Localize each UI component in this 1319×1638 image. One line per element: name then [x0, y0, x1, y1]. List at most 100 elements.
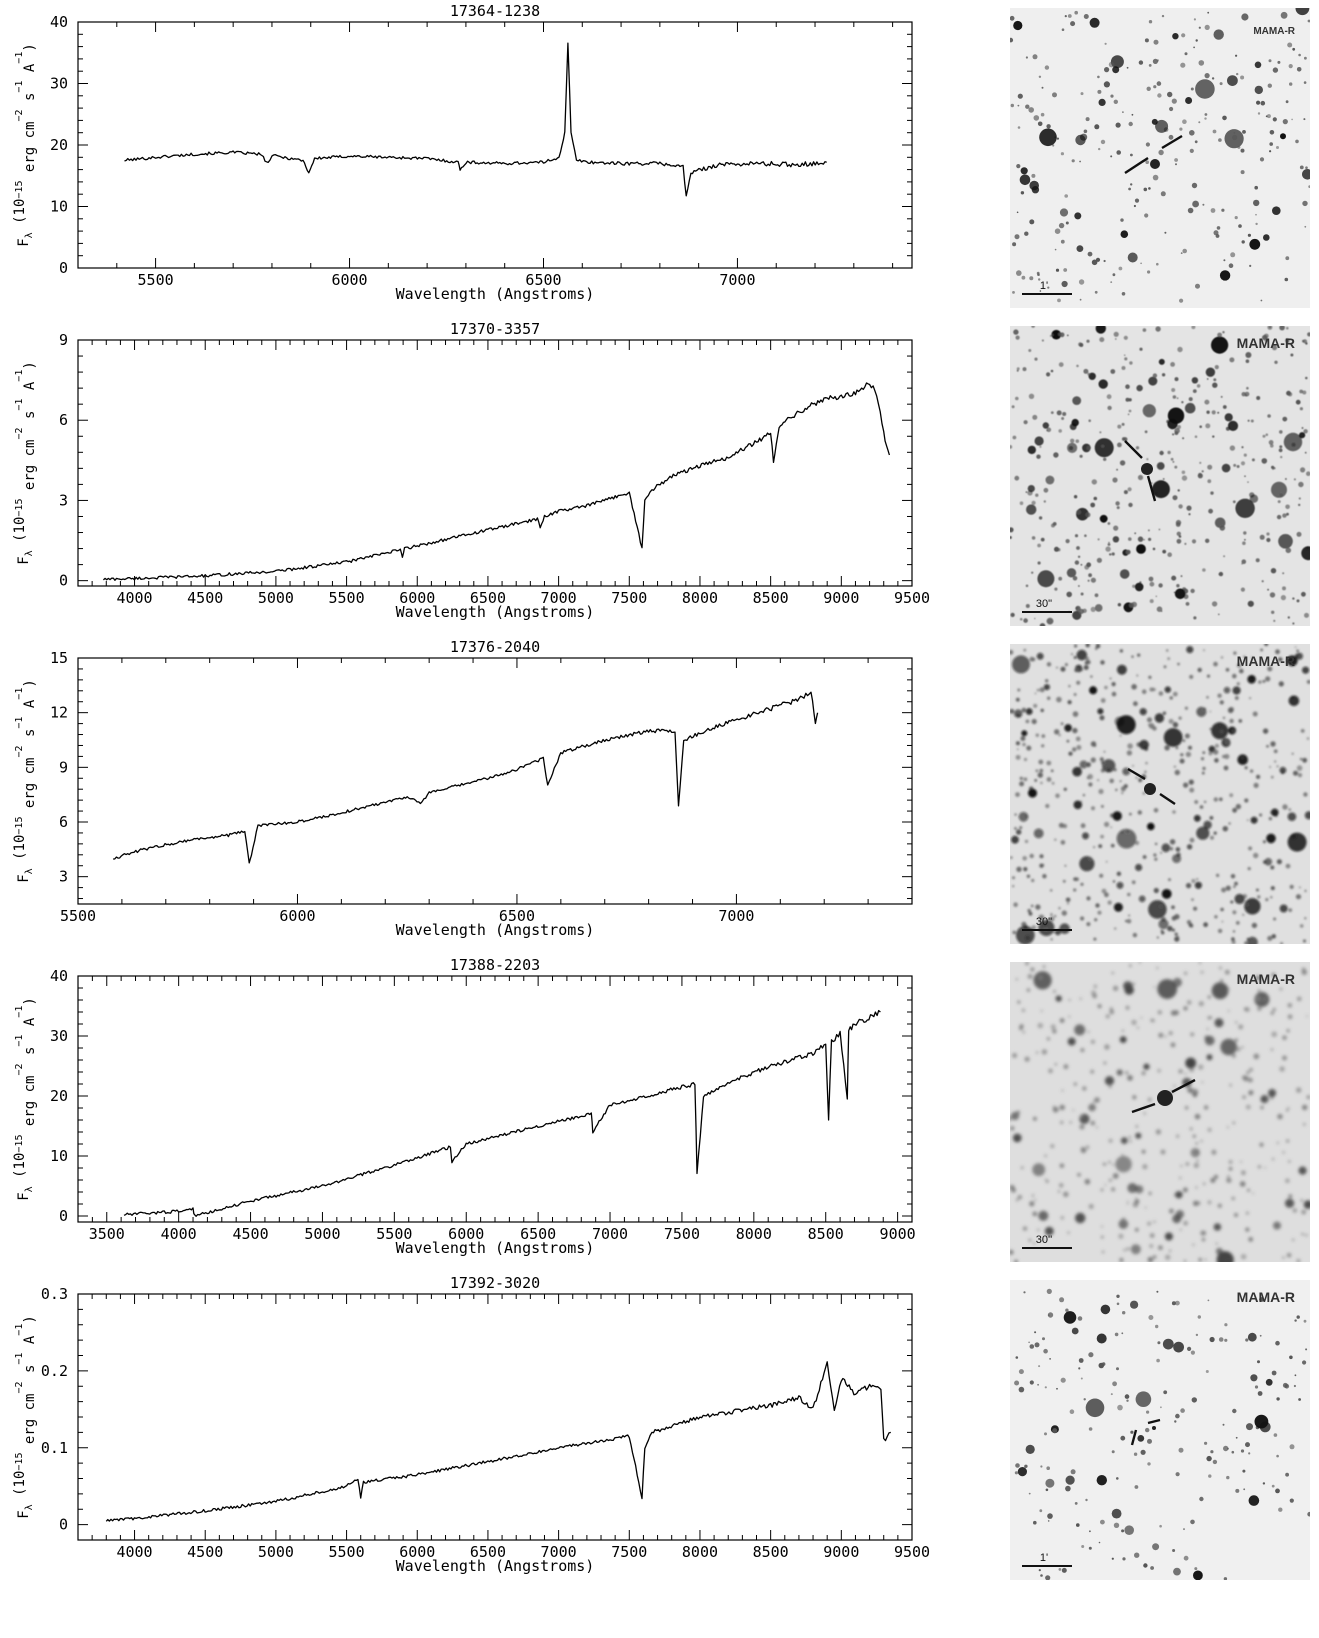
star [1230, 874, 1236, 879]
star [1034, 357, 1038, 361]
star [1054, 587, 1058, 591]
star [1013, 20, 1023, 31]
star [1128, 537, 1132, 541]
star [1029, 219, 1035, 225]
star [1035, 769, 1039, 773]
star [1200, 1230, 1206, 1236]
star [1101, 1225, 1103, 1228]
star [1247, 1188, 1250, 1192]
star [1112, 1163, 1115, 1166]
star [1223, 555, 1226, 558]
star [1050, 889, 1053, 892]
star [1059, 1297, 1065, 1303]
star [1117, 1404, 1123, 1411]
star [1241, 563, 1243, 565]
star [1132, 1095, 1137, 1100]
star [1293, 478, 1296, 481]
star [1301, 967, 1306, 972]
star [1222, 716, 1226, 719]
star [1089, 17, 1100, 28]
star [1266, 833, 1276, 844]
star [1180, 753, 1184, 757]
star [1204, 73, 1210, 79]
star [1299, 924, 1304, 928]
star [1204, 24, 1210, 30]
star [1245, 1227, 1250, 1232]
star [1065, 539, 1070, 544]
star [1187, 1087, 1193, 1093]
star [1158, 1245, 1163, 1250]
star [1289, 82, 1293, 86]
star [1014, 813, 1017, 816]
star [1097, 538, 1100, 541]
star [1214, 758, 1219, 763]
star [1010, 612, 1015, 618]
star [1183, 1187, 1188, 1193]
star [1262, 840, 1266, 844]
star [1142, 1164, 1148, 1170]
star [1272, 117, 1277, 122]
star [1014, 475, 1020, 481]
star [1144, 770, 1147, 773]
star [1012, 435, 1017, 440]
star [1279, 493, 1284, 498]
panel-title: 17376-2040 [450, 638, 540, 656]
star [1305, 342, 1308, 345]
star [1275, 1488, 1280, 1494]
star [1104, 67, 1110, 73]
star [1301, 1233, 1304, 1236]
star [1253, 1053, 1260, 1060]
star [1038, 516, 1043, 520]
star [1094, 604, 1103, 612]
star [1090, 741, 1097, 747]
x-tick-label: 8500 [753, 589, 789, 607]
star [1270, 886, 1275, 891]
star [1025, 104, 1030, 109]
star [1149, 599, 1154, 604]
star [1135, 1185, 1144, 1194]
star [1275, 1340, 1280, 1346]
star [1169, 1208, 1174, 1214]
star [1045, 475, 1055, 485]
star [1088, 1352, 1094, 1358]
star [1205, 423, 1211, 429]
star [1299, 389, 1304, 394]
star [1086, 445, 1091, 451]
star [1251, 656, 1253, 659]
star [1067, 442, 1078, 453]
star [1143, 1063, 1150, 1070]
star [1120, 1137, 1128, 1144]
star [1144, 38, 1149, 43]
star [1122, 1557, 1126, 1561]
x-axis-label: Wavelength (Angstroms) [396, 1239, 595, 1257]
star [1260, 299, 1263, 302]
star [1187, 207, 1194, 214]
star [1171, 388, 1176, 392]
star [1035, 733, 1039, 737]
star [1113, 525, 1119, 531]
star [1172, 691, 1178, 697]
star [1204, 117, 1207, 120]
star [1175, 1472, 1180, 1477]
star [1127, 892, 1131, 897]
star [1075, 736, 1081, 742]
star [1109, 1009, 1114, 1015]
star [1079, 997, 1082, 1000]
star [1119, 1257, 1124, 1262]
star [1103, 1061, 1107, 1065]
star [1304, 889, 1307, 892]
star [1181, 401, 1184, 404]
star [1123, 335, 1128, 340]
star [1217, 332, 1222, 338]
star [1235, 1046, 1241, 1052]
star [1031, 326, 1035, 328]
star [1116, 1069, 1123, 1076]
star [1162, 549, 1167, 554]
star [1142, 855, 1147, 859]
star [1050, 1144, 1055, 1149]
star [1224, 1338, 1228, 1342]
star [1193, 1570, 1203, 1580]
star [1209, 710, 1212, 713]
star [1176, 531, 1181, 536]
